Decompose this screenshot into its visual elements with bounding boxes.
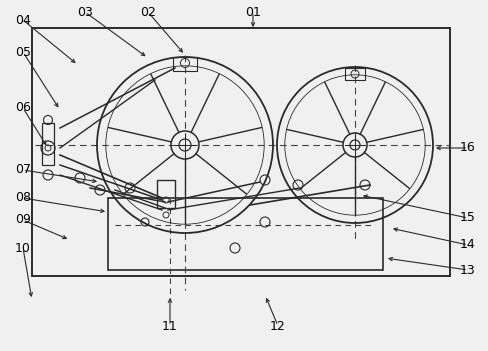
Text: 10: 10 — [15, 241, 31, 254]
Text: 05: 05 — [15, 46, 31, 59]
Text: 03: 03 — [77, 6, 93, 19]
Bar — [157, 180, 175, 208]
Text: 14: 14 — [459, 238, 475, 252]
Text: 09: 09 — [15, 213, 31, 226]
Text: 04: 04 — [15, 13, 31, 26]
Text: 13: 13 — [459, 264, 475, 277]
Text: 07: 07 — [15, 164, 31, 177]
Text: 08: 08 — [15, 192, 31, 205]
Text: 15: 15 — [459, 212, 475, 225]
Bar — [108, 198, 382, 270]
Bar — [32, 28, 449, 276]
Text: 01: 01 — [244, 6, 261, 19]
Text: 02: 02 — [140, 6, 156, 19]
Text: 11: 11 — [162, 319, 178, 332]
Bar — [345, 68, 364, 80]
Bar — [173, 57, 197, 71]
Text: 06: 06 — [15, 101, 31, 114]
Text: 12: 12 — [269, 319, 285, 332]
Text: 16: 16 — [459, 141, 475, 154]
Bar — [42, 123, 54, 165]
